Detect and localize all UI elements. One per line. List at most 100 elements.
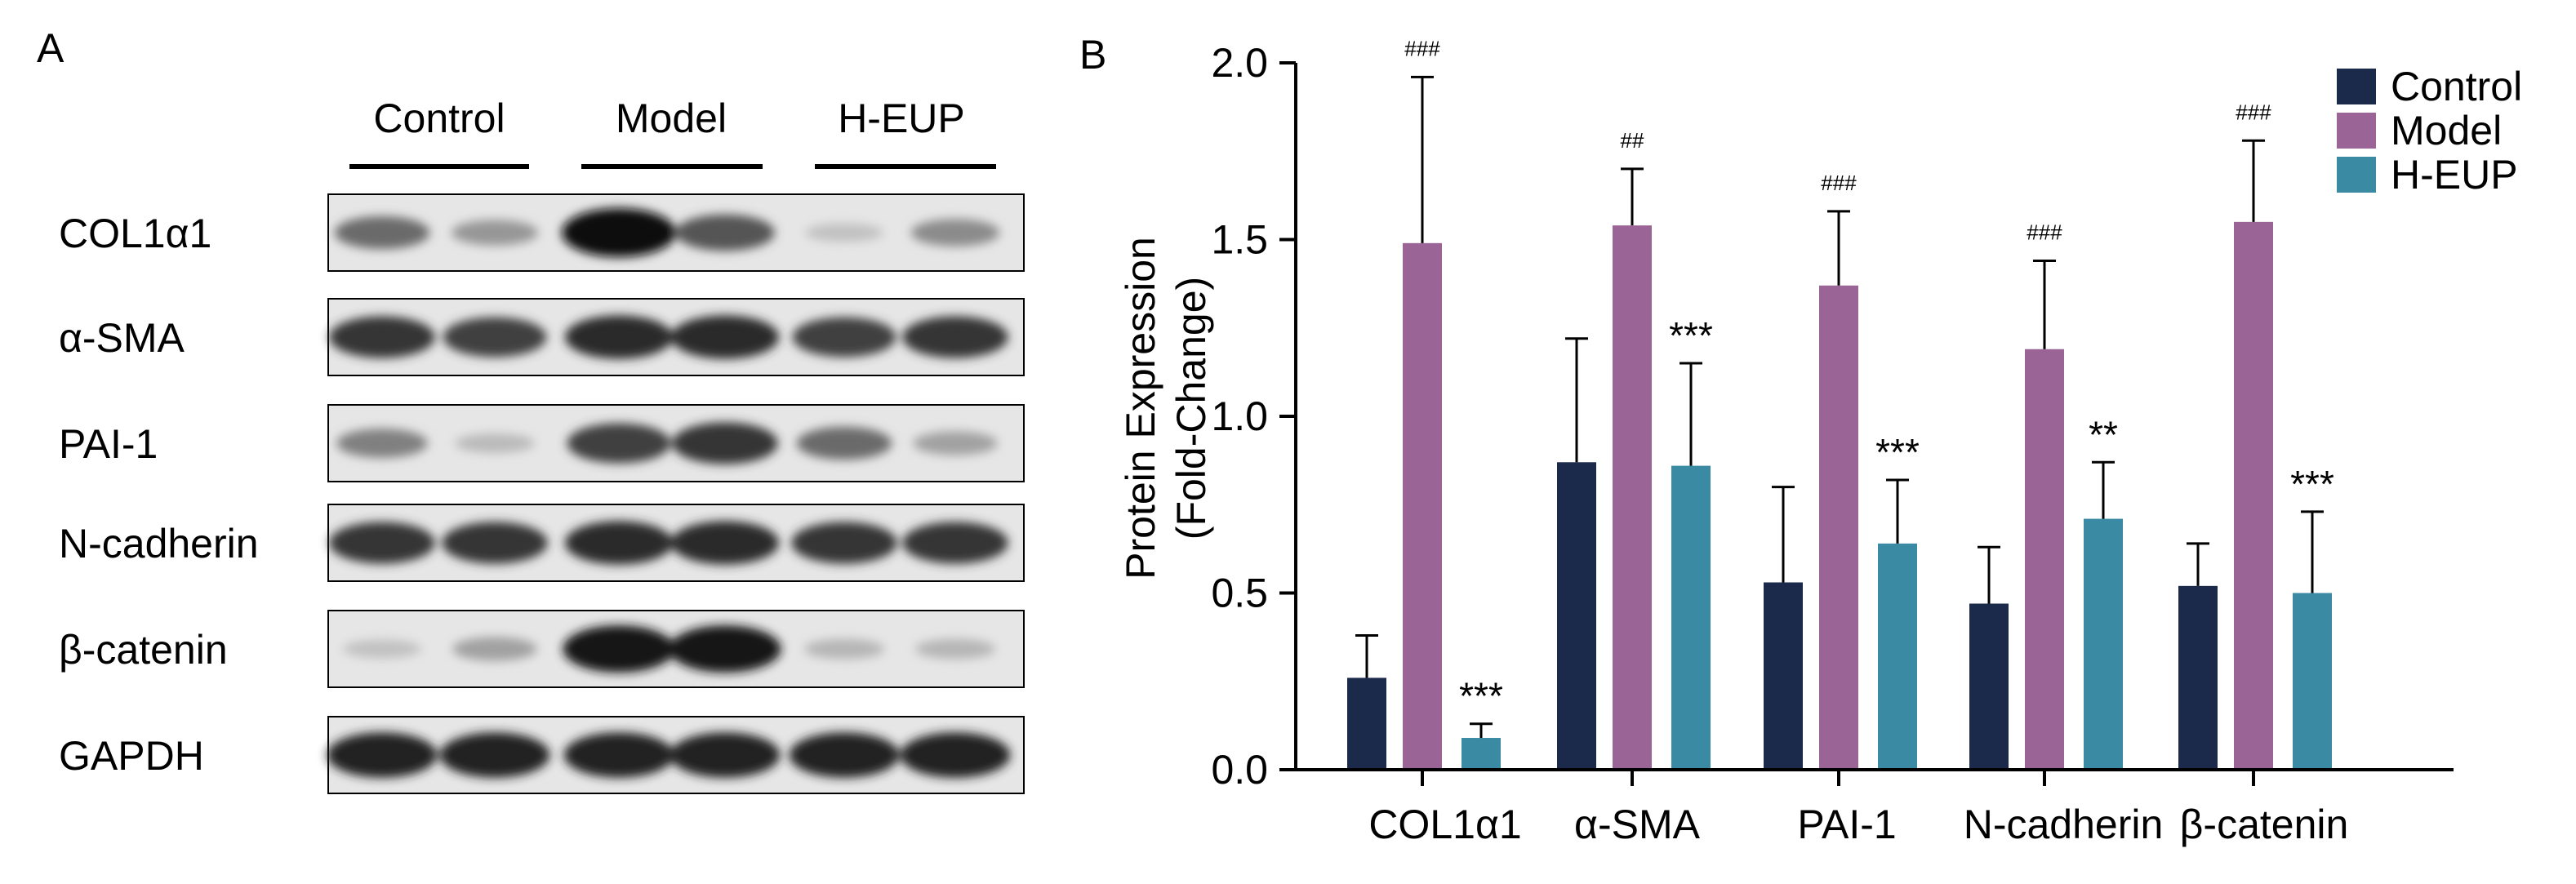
- blot-row-label: PAI-1: [59, 421, 158, 467]
- bar-control: [2178, 585, 2218, 770]
- blot-bands: [334, 208, 1000, 257]
- blot-band: [914, 638, 996, 660]
- y-axis-title-line: (Fold-Change): [1168, 277, 1214, 540]
- blot-band: [563, 732, 674, 778]
- blot-row-label: N-cadherin: [59, 521, 259, 566]
- legend-swatch: [2337, 69, 2376, 104]
- axes: 0.0 0.5 1.0 1.5 2.0 COL1α1 α-SMA PAI-1 N-cadheri…: [1211, 40, 2454, 847]
- bar-control: [1347, 677, 1386, 770]
- significance-hashes: ##: [1621, 128, 1644, 153]
- y-tick-label: 0.5: [1211, 571, 1268, 616]
- blot-band: [803, 638, 885, 660]
- significance-stars: ***: [1459, 675, 1503, 717]
- blot-bands: [327, 732, 1011, 778]
- blot-band: [452, 637, 537, 661]
- blot-band: [336, 429, 428, 458]
- y-tick-label: 2.0: [1211, 40, 1268, 86]
- blot-band: [439, 732, 550, 778]
- blot-band: [805, 223, 883, 242]
- legend-label: H-EUP: [2391, 152, 2518, 198]
- x-tick-label: N-cadherin: [1964, 802, 2164, 847]
- panel-b-label: B: [1079, 32, 1106, 78]
- blot-band: [789, 732, 900, 778]
- blot-band: [902, 316, 1008, 358]
- y-tick-label: 0.0: [1211, 747, 1268, 793]
- bar-h-eup: [1878, 543, 1917, 770]
- blot-band: [672, 422, 778, 464]
- blot-row-label: COL1α1: [59, 211, 211, 256]
- legend-label: Control: [2391, 64, 2522, 109]
- blot-band: [563, 625, 675, 673]
- x-tick-label: COL1α1: [1368, 802, 1521, 847]
- x-tick-label: β-catenin: [2180, 802, 2349, 847]
- blot-bands: [336, 422, 998, 464]
- blot-band: [443, 317, 547, 358]
- bar-model: [1819, 285, 1858, 770]
- blot-group-label: Model: [616, 96, 727, 141]
- blot-band: [670, 732, 781, 778]
- y-tick-label: 1.5: [1211, 217, 1268, 263]
- blot-band: [562, 208, 676, 257]
- blot-band: [791, 522, 897, 564]
- western-blot-panel: A Control Model H-EUP COL1α1 α-SMA PAI-1 N-ca…: [37, 25, 1025, 794]
- bar-control: [1764, 582, 1803, 770]
- blot-band: [910, 219, 1000, 247]
- blot-band: [913, 431, 998, 455]
- bar-h-eup: [2084, 518, 2123, 770]
- significance-stars: ***: [2290, 463, 2334, 505]
- blot-band: [451, 220, 539, 246]
- blot-band: [442, 522, 548, 564]
- y-tick-label: 1.0: [1211, 393, 1268, 439]
- bar-h-eup: [1671, 465, 1711, 770]
- x-tick-label: PAI-1: [1797, 802, 1896, 847]
- blot-group-label: H-EUP: [838, 96, 965, 141]
- blot-band: [900, 732, 1011, 778]
- blot-row-label: β-catenin: [59, 627, 228, 673]
- blot-row-label: GAPDH: [59, 733, 204, 779]
- blot-band: [455, 433, 535, 453]
- y-axis-label: Protein Expression (Fold-Change): [1118, 237, 1214, 580]
- significance-stars: **: [2089, 413, 2118, 455]
- blot-row-label: α-SMA: [59, 315, 185, 361]
- blot-band: [334, 215, 430, 250]
- blot-group-label: Control: [373, 96, 505, 141]
- bars: ### *** ## *** ### *** ### ** ### ***: [1347, 36, 2334, 771]
- significance-hashes: ###: [1404, 36, 1440, 60]
- legend-swatch: [2337, 157, 2376, 193]
- significance-stars: ***: [1875, 431, 1920, 473]
- blot-group-headers: Control Model H-EUP: [349, 96, 996, 169]
- y-axis-title-line: Protein Expression: [1118, 237, 1163, 580]
- bar-control: [1969, 603, 2009, 770]
- blot-band: [564, 521, 674, 565]
- blot-band: [670, 521, 780, 565]
- bar-model: [1613, 225, 1652, 770]
- bar-model: [2234, 221, 2273, 771]
- blot-band: [670, 315, 780, 359]
- bar-chart-panel: B Protein Expression (Fold-Change) ###***…: [1079, 32, 2522, 847]
- blot-band: [327, 732, 438, 778]
- blot-band: [567, 423, 671, 464]
- blot-bands: [329, 521, 1008, 565]
- legend-label: Model: [2391, 108, 2502, 153]
- bar-control: [1557, 462, 1596, 770]
- blot-band: [902, 522, 1008, 564]
- blot-band: [329, 316, 435, 358]
- legend-swatch: [2337, 113, 2376, 149]
- bar-model: [1403, 242, 1442, 771]
- blot-bands: [343, 625, 996, 673]
- blot-band: [564, 315, 674, 359]
- blot-band: [329, 522, 435, 564]
- blot-band: [796, 426, 892, 460]
- blot-bands: [329, 315, 1008, 359]
- bar-model: [2025, 349, 2064, 771]
- blot-band: [669, 625, 781, 673]
- blot-rows: COL1α1 α-SMA PAI-1 N-cadherin β-catenin GAPDH: [59, 193, 1025, 794]
- bar-h-eup: [1462, 738, 1501, 770]
- x-tick-label: α-SMA: [1574, 802, 1701, 847]
- bar-h-eup: [2293, 593, 2332, 770]
- blot-band: [343, 639, 421, 659]
- blot-band: [792, 317, 896, 358]
- significance-hashes: ###: [2236, 100, 2271, 124]
